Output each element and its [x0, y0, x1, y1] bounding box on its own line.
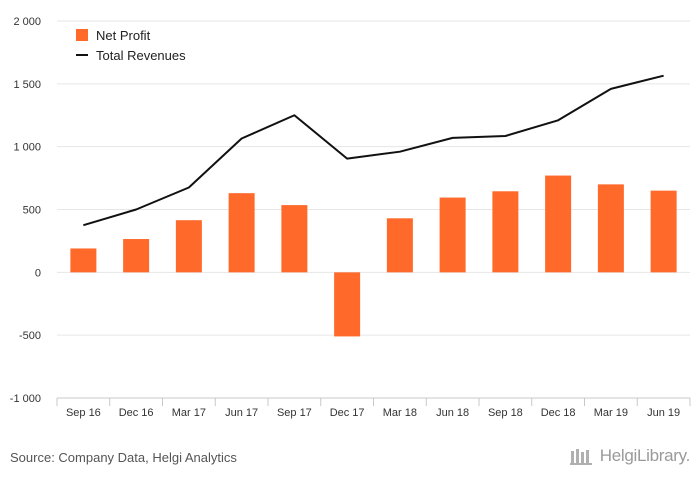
bar-net-profit — [439, 197, 466, 273]
line-path-total-revenues — [83, 74, 664, 227]
y-tick-label: -1 000 — [10, 393, 41, 405]
brand-logo: HelgiLibrary. — [569, 446, 691, 466]
x-tick-label: Mar 17 — [172, 407, 206, 419]
x-tick-label: Dec 17 — [330, 407, 365, 419]
x-tick-label: Mar 19 — [594, 407, 628, 419]
y-tick-label: 0 — [35, 267, 41, 279]
bar-net-profit — [334, 272, 361, 337]
x-tick-label: Sep 18 — [488, 407, 523, 419]
legend-label-total-revenues: Total Revenues — [96, 48, 186, 63]
bar-net-profit — [650, 190, 677, 273]
x-tick-label: Jun 19 — [647, 407, 680, 419]
legend-swatch-net-profit — [76, 29, 88, 41]
bar-net-profit — [492, 191, 519, 273]
bar-net-profit — [175, 220, 202, 273]
y-tick-label: 2 000 — [13, 16, 41, 28]
x-tick-label: Jun 17 — [225, 407, 258, 419]
bars-net-profit — [70, 175, 677, 337]
gridlines — [57, 20, 690, 336]
y-tick-label: 1 000 — [13, 142, 41, 154]
y-tick-label: -500 — [19, 330, 41, 342]
x-tick-label: Sep 16 — [66, 407, 101, 419]
brand-text: HelgiLibrary. — [599, 446, 691, 465]
source-text: Source: Company Data, Helgi Analytics — [10, 450, 237, 465]
line-total-revenues — [83, 74, 664, 227]
bar-net-profit — [281, 205, 308, 273]
x-tick-label: Dec 16 — [119, 407, 154, 419]
bar-net-profit — [386, 218, 413, 273]
y-axis: -1 000 -500 0 500 1 000 1 500 2 000 — [10, 16, 41, 405]
x-tick-label: Dec 18 — [541, 407, 576, 419]
legend: Net Profit Total Revenues — [76, 28, 186, 63]
x-tick-label: Sep 17 — [277, 407, 312, 419]
bar-net-profit — [545, 175, 572, 273]
bar-net-profit — [597, 184, 624, 273]
chart-svg: -1 000 -500 0 500 1 000 1 500 2 000 Sep 16 Dec … — [10, 16, 691, 419]
bar-net-profit — [70, 248, 97, 273]
x-tick-label: Jun 18 — [436, 407, 469, 419]
library-icon — [569, 449, 592, 465]
y-tick-label: 500 — [23, 205, 41, 217]
y-tick-label: 1 500 — [13, 79, 41, 91]
footer: Source: Company Data, Helgi Analytics He… — [0, 442, 700, 483]
legend-label-net-profit: Net Profit — [96, 28, 151, 43]
x-tick-label: Mar 18 — [383, 407, 417, 419]
x-axis: Sep 16 Dec 16 Mar 17 Jun 17 Sep 17 Dec 17 Mar … — [56, 397, 691, 419]
bar-net-profit — [228, 193, 255, 273]
bar-net-profit — [123, 239, 150, 273]
